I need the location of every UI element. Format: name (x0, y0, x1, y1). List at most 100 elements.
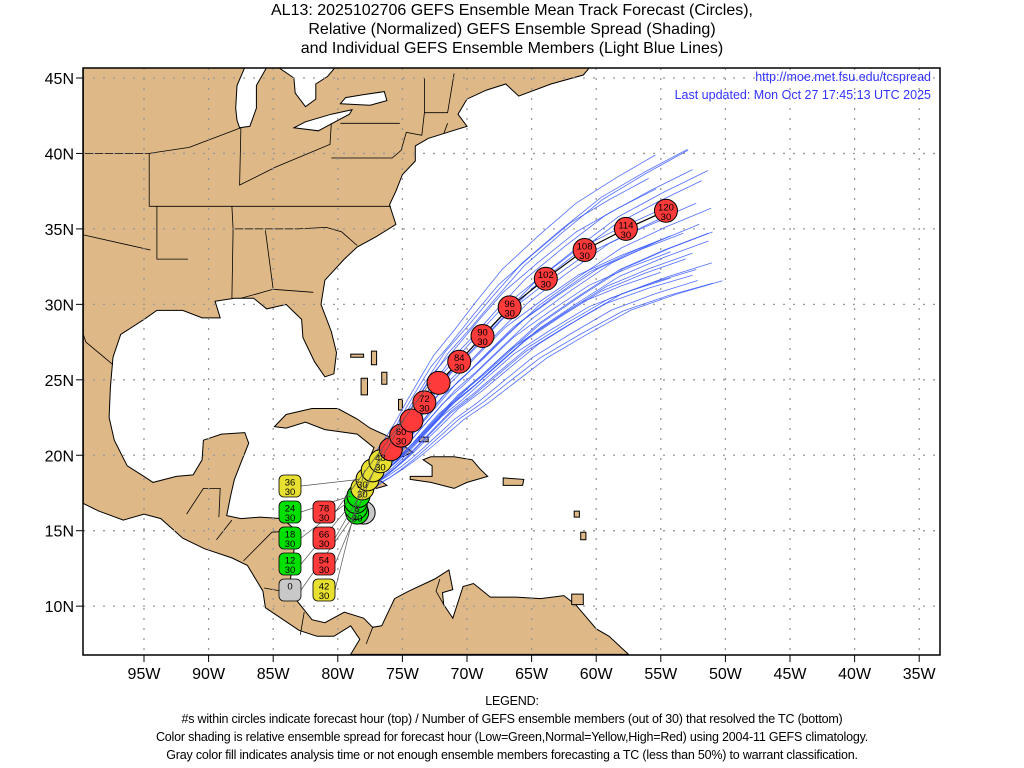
land-north-and-central-america (83, 68, 630, 655)
political-border (83, 234, 151, 251)
political-border (365, 627, 374, 645)
spread-circle-red-108h (572, 238, 597, 263)
political-border (435, 578, 445, 605)
lat-tick-label: 30N (45, 297, 74, 314)
legend-line-3: Gray color fill indicates analysis time … (166, 748, 858, 762)
callout-badge-red (312, 500, 336, 524)
forecast-hour-label: 36 (285, 478, 296, 489)
member-count-label: 30 (357, 489, 368, 500)
political-border (443, 123, 448, 134)
lon-tick-label: 50W (709, 666, 743, 683)
member-count-label: 30 (541, 280, 552, 291)
chart-title-line-3: and Individual GEFS Ensemble Members (Li… (300, 40, 724, 57)
spread-circle-red-96h (497, 295, 522, 320)
lon-tick-label: 65W (515, 666, 549, 683)
ensemble-member-track (355, 269, 697, 514)
political-border (186, 487, 221, 518)
forecast-hour-label: 96 (504, 299, 515, 310)
island-martinique (580, 531, 587, 541)
member-count-label: 30 (375, 462, 386, 473)
lat-tick-label: 25N (45, 373, 74, 390)
ensemble-member-track (355, 274, 693, 514)
member-count-label: 30 (579, 251, 590, 262)
island-grand-bahama (350, 353, 365, 358)
lon-tick-label: 95W (128, 666, 162, 683)
lat-tick-label: 15N (45, 524, 74, 541)
political-border (239, 123, 332, 186)
last-updated: Last updated: Mon Oct 27 17:45:13 UTC 20… (675, 88, 931, 102)
callout-leader-line (334, 449, 384, 565)
island-cuba (273, 408, 414, 458)
legend-line-2: Color shading is relative ensemble sprea… (155, 730, 869, 744)
callout-leader-line (334, 470, 366, 591)
forecast-hour-label: 120 (658, 202, 674, 213)
member-count-label: 30 (285, 565, 296, 576)
member-count-label: 30 (621, 230, 632, 241)
member-count-label: 30 (419, 403, 430, 414)
island-andros (360, 377, 368, 396)
info-url[interactable]: http://moe.met.fsu.edu/tcspread (755, 70, 931, 84)
lat-tick-label: 20N (45, 448, 74, 465)
lake-ontario (339, 91, 388, 106)
ensemble-member-track (356, 280, 698, 513)
member-count-label: 30 (504, 308, 515, 319)
lat-tick-label: 35N (45, 222, 74, 239)
lake-erie (292, 108, 353, 132)
island-hispaniola (409, 456, 489, 489)
mean-track-labels: 0630123018302430303036304230483054306030… (278, 202, 674, 602)
lat-tick-label: 40N (45, 146, 74, 163)
chart-title-line-1: AL13: 2025102706 GEFS Ensemble Mean Trac… (271, 2, 753, 19)
island-trinidad (571, 593, 584, 606)
track-label-66h: 66 30 (312, 420, 404, 550)
member-count-label: 30 (285, 539, 296, 550)
lon-tick-label: 45W (774, 666, 808, 683)
lon-tick-label: 35W (903, 666, 937, 683)
member-count-label: 30 (396, 437, 407, 448)
lon-tick-label: 90W (192, 666, 226, 683)
forecast-hour-label: 60 (396, 427, 407, 438)
member-count-label: 30 (661, 212, 672, 223)
political-border (331, 73, 455, 159)
political-border (83, 334, 114, 366)
ensemble-member-track (356, 252, 693, 513)
member-count-label: 30 (477, 337, 488, 348)
spread-circle-red-102h (533, 266, 558, 291)
forecast-hour-label: 0 (287, 582, 292, 593)
member-count-label: 30 (319, 565, 330, 576)
lake-michigan (235, 68, 267, 129)
ensemble-member-track (356, 258, 687, 513)
legend-line-1: #s within circles indicate forecast hour… (181, 712, 843, 726)
forecast-hour-label: 78 (319, 504, 330, 515)
lon-tick-label: 60W (580, 666, 614, 683)
forecast-hour-label: 114 (618, 220, 633, 231)
spread-circle-red-78h (426, 370, 451, 395)
track-label-0h: 0 (278, 512, 356, 602)
track-label-6h: 630 (352, 504, 363, 525)
political-border (189, 127, 242, 148)
track-label-78h: 78 30 (312, 382, 431, 524)
political-border (156, 206, 188, 260)
forecast-hour-label: 66 (319, 530, 330, 541)
lon-tick-label: 40W (838, 666, 872, 683)
member-count-label: 30 (285, 513, 296, 524)
forecast-hour-label: 18 (285, 530, 296, 541)
callout-badge-yellow (312, 578, 336, 602)
forecast-hour-label: 90 (477, 328, 488, 339)
spread-circle-red-114h (613, 216, 638, 241)
callout-leader-line (334, 382, 431, 513)
island-abaco (370, 350, 378, 366)
member-count-label: 30 (285, 487, 296, 498)
island-eleuthera (381, 371, 388, 385)
